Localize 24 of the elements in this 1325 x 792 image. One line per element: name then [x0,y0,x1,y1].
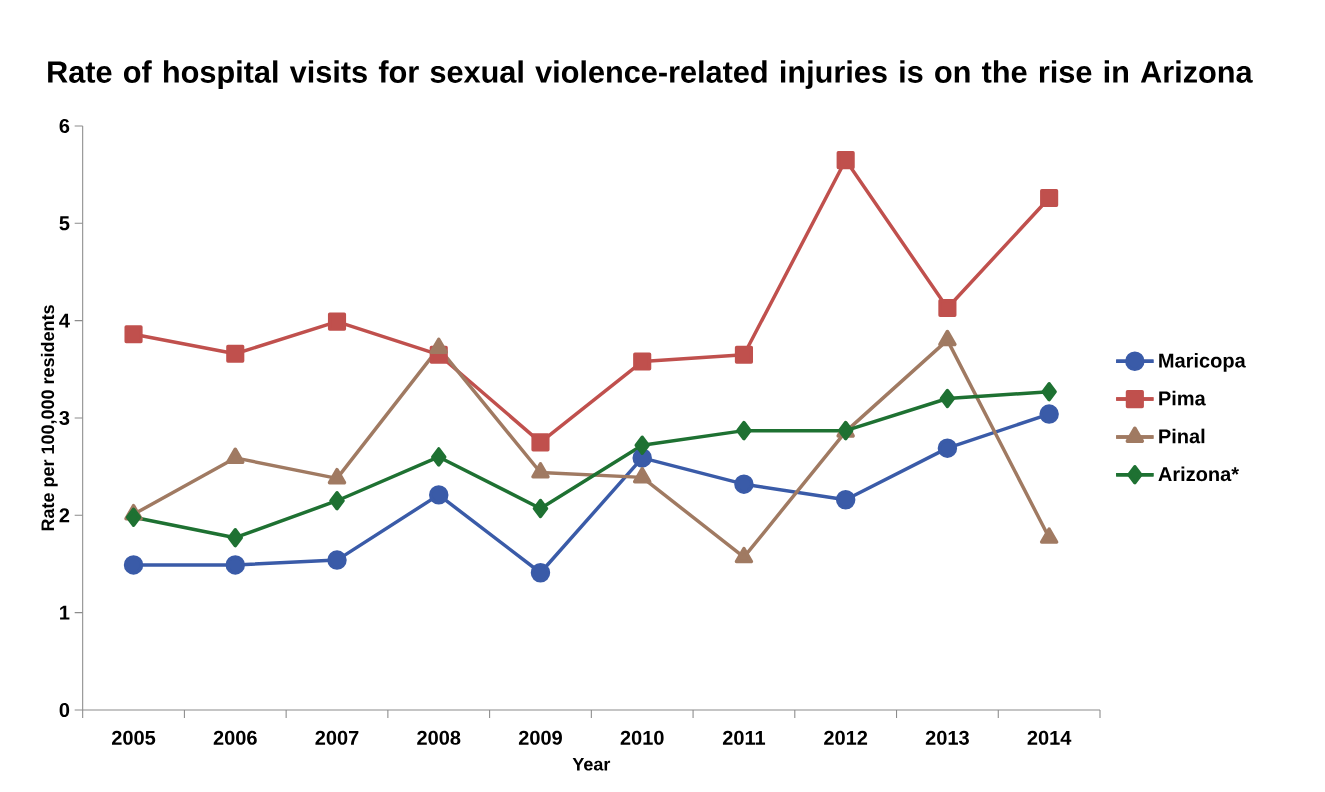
x-tick-label: 2006 [213,730,257,745]
x-tick-label: 2010 [620,730,664,745]
x-axis-title: Year [572,758,611,771]
x-tick-label: 2012 [824,730,868,745]
x-tick-label: 2007 [315,730,359,745]
x-tick-label: 2011 [722,730,766,745]
y-axis-title: Rate per 100,000 residents [40,305,58,531]
legend-label: Pima [1159,390,1206,406]
x-tick-label: 2013 [925,730,969,745]
y-tick-label: 0 [59,702,70,718]
y-tick-label: 2 [59,508,70,523]
legend-label: Maricopa [1159,353,1246,372]
x-tick-label: 2009 [518,730,562,745]
x-tick-label: 2014 [1027,730,1072,745]
x-tick-label: 2005 [111,730,156,745]
y-tick-label: 6 [59,118,70,134]
y-tick-label: 4 [59,313,70,328]
y-tick-label: 5 [59,216,70,231]
y-tick-label: 3 [59,410,70,426]
chart-title: Rate of hospital visits for sexual violence-related injuries is on the rise in Arizona [48,60,1253,89]
y-tick-label: 1 [60,605,70,620]
legend-label: Arizona* [1158,466,1239,482]
x-tick-label: 2008 [417,730,461,745]
legend-label: Pinal [1159,428,1205,444]
